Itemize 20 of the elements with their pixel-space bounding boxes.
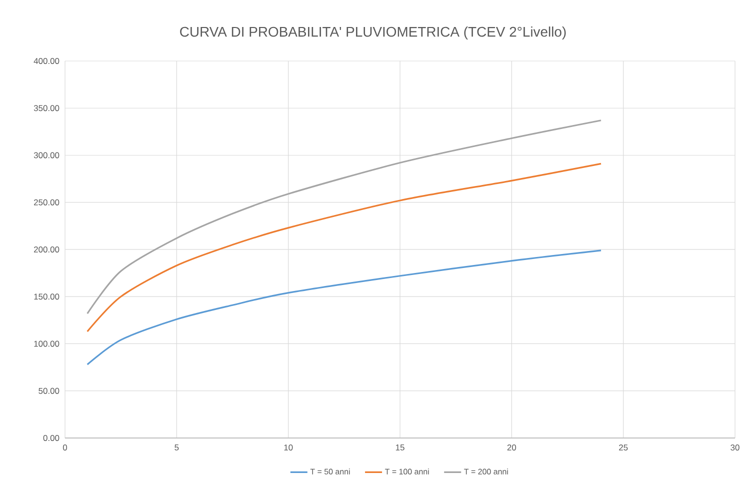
y-tick-label: 0.00 [43,434,60,441]
y-tick-label: 250.00 [34,199,60,206]
y-tick-label: 150.00 [34,294,60,300]
x-tick-label: 20 [507,444,516,450]
y-tick-label: 100.00 [34,340,60,347]
y-tick-label: 400.00 [34,58,60,64]
x-tick-label: 15 [396,444,404,450]
line-series [86,250,602,366]
x-tick-label: 30 [730,444,740,450]
x-tick-label: 0 [62,444,68,450]
y-tick-label: 200.00 [34,246,60,252]
chart-title: CURVA DI PROBABILITA' PLUVIOMETRICA (TCEV 2°Livello) [180,26,566,40]
x-tick-label: 10 [284,444,293,450]
line-series [86,120,602,314]
y-tick-label: 350.00 [34,105,60,112]
line-series [86,162,602,332]
x-tick-label: 5 [174,444,179,450]
y-tick-label: 300.00 [34,152,60,158]
y-tick-label: 50.00 [38,388,60,394]
x-tick-label: 25 [619,444,628,450]
